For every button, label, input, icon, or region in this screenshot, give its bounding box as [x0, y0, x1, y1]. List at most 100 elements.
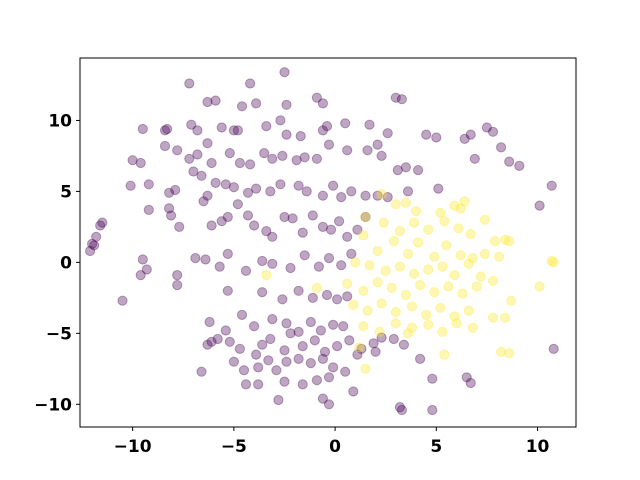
- y-tick-label: 10: [48, 111, 72, 131]
- scatter-point: [500, 234, 511, 245]
- y-axis: −10 −5 0 5 10: [34, 111, 80, 415]
- scatter-point: [216, 216, 227, 227]
- scatter-point: [352, 349, 363, 360]
- scatter-point: [261, 226, 272, 237]
- scatter-point: [295, 131, 306, 142]
- scatter-point: [350, 257, 361, 268]
- scatter-point: [368, 338, 379, 349]
- scatter-point: [453, 223, 464, 234]
- scatter-point: [315, 325, 326, 336]
- scatter-point: [277, 294, 288, 305]
- scatter-point: [117, 295, 128, 306]
- scatter-point: [206, 336, 217, 347]
- scatter-point: [336, 260, 347, 271]
- scatter-point: [291, 155, 302, 166]
- scatter-point: [467, 322, 478, 333]
- scatter-point: [496, 346, 507, 357]
- scatter-point: [249, 321, 260, 332]
- scatter-point: [216, 122, 227, 133]
- scatter-point: [342, 291, 353, 302]
- scatter-point: [376, 332, 387, 343]
- scatter-point: [388, 236, 399, 247]
- scatter-point: [135, 157, 146, 169]
- scatter-point: [137, 123, 148, 135]
- scatter-point: [184, 78, 195, 89]
- scatter-point: [293, 353, 304, 364]
- scatter-point: [494, 251, 505, 262]
- scatter-point: [394, 226, 405, 237]
- scatter-point: [257, 255, 268, 267]
- scatter-point: [143, 179, 154, 190]
- scatter-point: [253, 362, 264, 373]
- scatter-point: [166, 210, 177, 221]
- scatter-point: [437, 261, 448, 272]
- scatter-point: [236, 101, 248, 112]
- scatter-point: [487, 275, 499, 286]
- scatter-point: [319, 346, 331, 357]
- scatter-point: [170, 184, 181, 196]
- scatter-point: [238, 365, 250, 376]
- scatter-point: [311, 153, 322, 164]
- scatter-point: [279, 211, 290, 223]
- scatter-point: [305, 358, 316, 369]
- scatter-point: [423, 224, 434, 235]
- scatter-point: [192, 125, 203, 136]
- scatter-point: [323, 139, 335, 150]
- scatter-point: [400, 197, 411, 208]
- scatter-point: [204, 316, 215, 328]
- scatter-point: [372, 139, 383, 150]
- scatter-point: [431, 132, 442, 143]
- scatter-point: [251, 98, 262, 109]
- scatter-point: [465, 228, 476, 240]
- scatter-point: [214, 261, 225, 272]
- scatter-point: [251, 183, 262, 194]
- scatter-point: [228, 356, 239, 367]
- scatter-point: [222, 211, 233, 223]
- scatter-point: [287, 213, 298, 224]
- scatter-point: [376, 150, 387, 161]
- scatter-point: [354, 342, 365, 353]
- x-tick-label: −10: [114, 437, 152, 457]
- scatter-point: [465, 129, 476, 140]
- scatter-point: [313, 261, 324, 272]
- scatter-point: [234, 343, 245, 354]
- scatter-point: [471, 281, 482, 292]
- scatter-point: [340, 118, 351, 129]
- y-tick-label: 5: [60, 182, 72, 202]
- scatter-point: [449, 270, 460, 281]
- scatter-point: [267, 231, 278, 242]
- scatter-point: [95, 220, 106, 231]
- x-tick-label: 0: [329, 437, 341, 457]
- scatter-point: [281, 318, 292, 329]
- scatter-point: [299, 250, 310, 261]
- scatter-point: [413, 237, 424, 248]
- scatter-point: [443, 281, 454, 292]
- scatter-point: [317, 125, 328, 136]
- scatter-point: [232, 125, 243, 136]
- scatter-point: [449, 200, 460, 211]
- scatter-point: [224, 148, 235, 159]
- scatter-point: [210, 95, 221, 106]
- scatter-point: [435, 302, 446, 313]
- scatter-point: [406, 301, 418, 312]
- scatter-point: [196, 170, 207, 181]
- scatter-point: [360, 363, 371, 374]
- scatter-point: [281, 129, 292, 140]
- scatter-point: [411, 206, 422, 217]
- scatter-point: [198, 196, 209, 207]
- scatter-point: [251, 349, 262, 360]
- scatter-point: [342, 231, 353, 242]
- scatter-point: [390, 92, 401, 103]
- scatter-point: [271, 365, 282, 376]
- scatter-point: [382, 128, 393, 139]
- scatter-point: [240, 265, 252, 276]
- scatter-point: [224, 336, 235, 347]
- plot-frame: [79, 57, 577, 428]
- scatter-point: [281, 99, 292, 110]
- scatter-point: [275, 179, 286, 190]
- scatter-point: [242, 210, 254, 221]
- scatter-point: [89, 240, 100, 251]
- scatter-point: [372, 277, 383, 288]
- scatter-point: [228, 182, 239, 193]
- scatter-point: [293, 326, 304, 337]
